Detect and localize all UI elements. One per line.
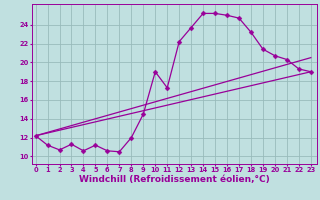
X-axis label: Windchill (Refroidissement éolien,°C): Windchill (Refroidissement éolien,°C) bbox=[79, 175, 270, 184]
